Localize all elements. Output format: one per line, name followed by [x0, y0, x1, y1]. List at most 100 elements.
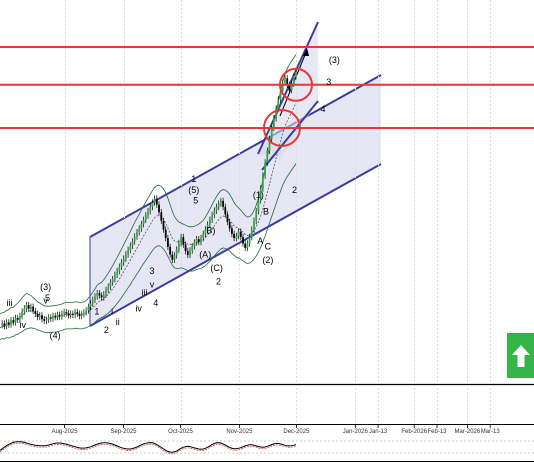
- candle-up: [246, 243, 249, 248]
- candle-down: [78, 313, 81, 316]
- candle-up: [147, 211, 149, 216]
- candle-up: [255, 211, 258, 221]
- candle-up: [125, 254, 127, 259]
- candle-up: [189, 250, 191, 255]
- candle-up: [94, 296, 96, 300]
- candle-up: [144, 215, 147, 220]
- candle-down: [41, 315, 43, 320]
- candle-down: [12, 320, 15, 323]
- candle-up: [295, 71, 297, 77]
- candle-up: [109, 282, 112, 287]
- candle-up: [209, 219, 211, 225]
- candle-up: [257, 200, 260, 212]
- candle-up: [266, 150, 269, 163]
- candle-up: [213, 210, 216, 215]
- candle-up: [204, 229, 207, 234]
- candle-up: [290, 83, 293, 91]
- candle-up: [264, 162, 266, 176]
- up-arrow-button[interactable]: [507, 333, 534, 378]
- candle-down: [244, 243, 247, 248]
- channel-lower-line: [89, 163, 382, 327]
- candle-up: [262, 175, 264, 189]
- candle-up: [61, 313, 63, 317]
- candle-down: [197, 239, 200, 242]
- wave-label: 3: [149, 266, 154, 276]
- candle-up: [153, 198, 156, 203]
- candle-up: [122, 258, 125, 263]
- candle-up: [74, 312, 76, 315]
- wave-label: B: [263, 206, 269, 216]
- wave-label: 3: [326, 77, 331, 87]
- oscillator-signal-line: [0, 442, 297, 455]
- candle-up: [191, 246, 194, 251]
- wave-label: ii: [116, 317, 120, 327]
- candle-down: [155, 198, 158, 205]
- candle-down: [231, 228, 233, 234]
- candle-up: [129, 245, 132, 250]
- candle-up: [102, 294, 105, 298]
- candle-up: [21, 311, 23, 316]
- candle-up: [180, 237, 182, 243]
- candle-up: [14, 318, 17, 323]
- candle-up: [127, 250, 129, 255]
- candle-up: [281, 82, 284, 92]
- candle-up: [38, 315, 41, 317]
- wave-label: v: [43, 296, 48, 306]
- candle-down: [67, 313, 70, 316]
- candle-up: [30, 306, 32, 309]
- wave-label: 5: [45, 293, 50, 303]
- candle-up: [292, 76, 295, 84]
- candle-up: [56, 314, 59, 317]
- candle-up: [133, 236, 136, 242]
- candle-up: [131, 241, 134, 246]
- candle-down: [186, 251, 189, 255]
- arrow-up-icon: [511, 344, 530, 367]
- candle-down: [3, 323, 6, 327]
- upper-band: [0, 54, 297, 315]
- x-tick-label: Jan-2026: [343, 429, 369, 435]
- candle-up: [118, 266, 121, 272]
- candle-up: [193, 242, 196, 247]
- candle-up: [136, 232, 138, 237]
- wave-label: iii: [7, 298, 13, 308]
- candle-down: [49, 317, 52, 319]
- candle-up: [270, 128, 273, 139]
- candle-up: [23, 308, 26, 312]
- candle-up: [91, 299, 94, 304]
- wave-label: 2: [292, 185, 297, 195]
- candle-up: [19, 315, 21, 320]
- wave-label: 4: [153, 298, 158, 308]
- x-tick-label: Jan-13: [369, 429, 388, 435]
- wave-label: A: [257, 236, 263, 246]
- candle-up: [85, 310, 87, 313]
- candle-down: [288, 84, 291, 91]
- highlight-circle-lower: [263, 109, 301, 147]
- candle-up: [273, 118, 275, 128]
- candle-down: [224, 206, 227, 215]
- candle-up: [202, 233, 205, 239]
- candle-up: [140, 224, 143, 229]
- candle-up: [275, 108, 277, 119]
- candle-down: [184, 244, 187, 252]
- candle-up: [200, 238, 202, 242]
- x-tick-label: Feb-2026: [401, 429, 427, 435]
- candle-up: [237, 231, 240, 236]
- candle-down: [65, 312, 68, 314]
- candle-up: [83, 312, 85, 315]
- x-tick-label: Feb-13: [427, 429, 447, 435]
- candle-up: [87, 306, 90, 311]
- candle-down: [286, 78, 289, 85]
- wedge-upper-line: [257, 21, 319, 155]
- candle-down: [27, 305, 30, 309]
- x-tick-label: Mar-2026: [455, 429, 481, 435]
- x-tick-label: Sep-2025: [110, 429, 137, 435]
- candle-up: [279, 91, 282, 100]
- candle-up: [1, 323, 4, 326]
- candle-up: [107, 286, 110, 290]
- x-tick-label: Aug-2025: [52, 429, 79, 435]
- candle-up: [45, 319, 48, 321]
- candle-up: [206, 224, 209, 230]
- candle-down: [54, 315, 57, 317]
- lower-band: [0, 163, 297, 341]
